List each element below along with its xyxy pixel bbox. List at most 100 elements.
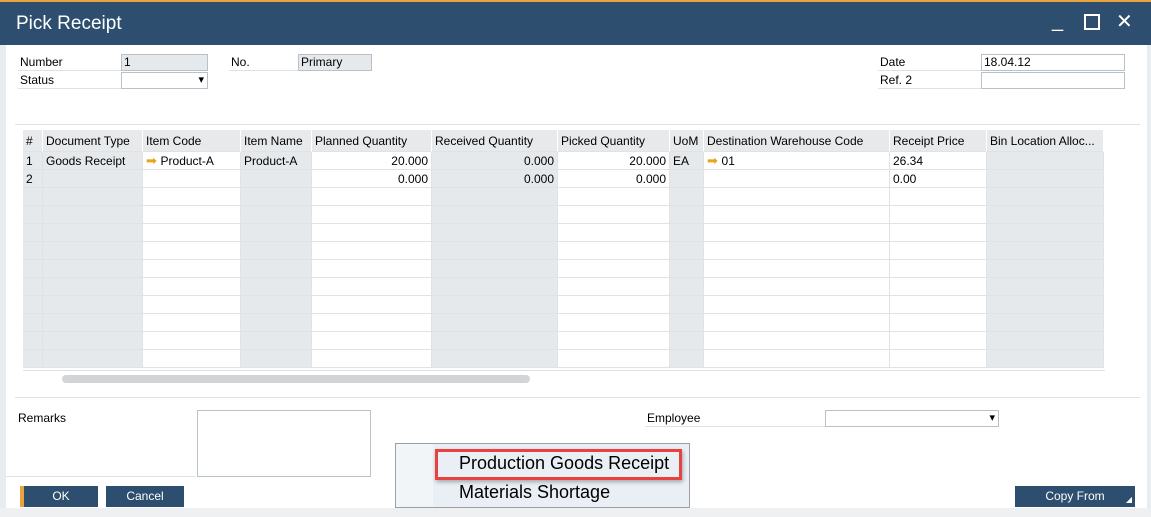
grid-cell[interactable] xyxy=(241,278,312,296)
grid-cell[interactable]: ➡ Product-A xyxy=(143,152,241,170)
grid-cell[interactable] xyxy=(704,188,890,206)
grid-cell[interactable] xyxy=(43,260,143,278)
minimize-icon[interactable]: _ xyxy=(1052,10,1064,32)
column-header[interactable]: Item Name xyxy=(241,130,312,152)
grid-cell[interactable] xyxy=(143,188,241,206)
grid-cell[interactable] xyxy=(43,350,143,368)
grid-cell[interactable] xyxy=(890,224,987,242)
grid-cell[interactable] xyxy=(241,296,312,314)
grid-cell[interactable] xyxy=(704,242,890,260)
menu-item-materials-shortage[interactable]: Materials Shortage xyxy=(459,482,611,502)
grid-cell[interactable] xyxy=(143,332,241,350)
grid-cell[interactable] xyxy=(704,350,890,368)
grid-cell[interactable] xyxy=(43,170,143,188)
grid-cell[interactable] xyxy=(558,242,670,260)
grid-cell[interactable] xyxy=(143,296,241,314)
grid-cell[interactable] xyxy=(670,314,704,332)
grid-cell[interactable] xyxy=(143,242,241,260)
column-header[interactable]: Picked Quantity xyxy=(558,130,670,152)
column-header[interactable]: # xyxy=(23,130,43,152)
grid-cell[interactable] xyxy=(704,206,890,224)
grid-cell[interactable] xyxy=(43,296,143,314)
link-arrow-icon[interactable]: ➡ xyxy=(146,153,161,168)
column-header[interactable]: Bin Location Alloc... xyxy=(987,130,1104,152)
column-header[interactable]: Planned Quantity xyxy=(312,130,432,152)
grid-cell[interactable] xyxy=(23,350,43,368)
grid-cell[interactable] xyxy=(23,242,43,260)
grid-cell[interactable] xyxy=(558,188,670,206)
grid-cell[interactable] xyxy=(890,296,987,314)
grid-cell[interactable] xyxy=(670,296,704,314)
ref2-field[interactable] xyxy=(981,72,1125,89)
grid-cell[interactable] xyxy=(558,206,670,224)
grid-cell[interactable] xyxy=(890,350,987,368)
grid-cell[interactable] xyxy=(23,278,43,296)
grid-cell[interactable] xyxy=(23,188,43,206)
grid-cell[interactable] xyxy=(987,170,1104,188)
grid-cell[interactable] xyxy=(558,350,670,368)
grid-cell[interactable] xyxy=(670,224,704,242)
grid-cell[interactable] xyxy=(890,278,987,296)
grid-cell[interactable] xyxy=(241,188,312,206)
grid-cell[interactable] xyxy=(987,206,1104,224)
employee-dropdown[interactable] xyxy=(825,410,999,427)
grid-cell[interactable] xyxy=(987,152,1104,170)
column-header[interactable]: Receipt Price xyxy=(890,130,987,152)
grid-cell[interactable] xyxy=(23,314,43,332)
grid-cell[interactable] xyxy=(558,296,670,314)
ok-button[interactable]: OK xyxy=(24,486,98,507)
grid-cell[interactable] xyxy=(987,296,1104,314)
grid-cell[interactable] xyxy=(670,278,704,296)
grid-cell[interactable] xyxy=(241,332,312,350)
maximize-icon[interactable] xyxy=(1084,14,1100,30)
grid-cell[interactable]: 26.34 xyxy=(890,152,987,170)
grid-cell[interactable] xyxy=(987,242,1104,260)
grid-cell[interactable] xyxy=(704,278,890,296)
grid-cell[interactable] xyxy=(890,242,987,260)
horizontal-scrollbar[interactable] xyxy=(62,375,530,383)
grid-cell[interactable] xyxy=(312,278,432,296)
grid-cell[interactable]: 1 xyxy=(23,152,43,170)
grid-cell[interactable] xyxy=(890,314,987,332)
grid-cell[interactable] xyxy=(987,188,1104,206)
grid-cell[interactable] xyxy=(670,260,704,278)
grid-cell[interactable] xyxy=(987,350,1104,368)
grid-cell[interactable] xyxy=(432,242,558,260)
grid-cell[interactable] xyxy=(670,206,704,224)
grid-cell[interactable] xyxy=(558,224,670,242)
grid-cell[interactable] xyxy=(704,296,890,314)
grid-cell[interactable]: 0.000 xyxy=(558,170,670,188)
column-header[interactable]: UoM xyxy=(670,130,704,152)
column-header[interactable]: Received Quantity xyxy=(432,130,558,152)
grid-cell[interactable] xyxy=(558,332,670,350)
grid-cell[interactable] xyxy=(143,278,241,296)
grid-cell[interactable]: 0.000 xyxy=(312,170,432,188)
grid-cell[interactable] xyxy=(987,224,1104,242)
grid-cell[interactable] xyxy=(432,278,558,296)
close-icon[interactable]: ✕ xyxy=(1116,11,1133,33)
grid-cell[interactable] xyxy=(890,260,987,278)
grid-cell[interactable]: Product-A xyxy=(241,152,312,170)
grid-cell[interactable] xyxy=(987,278,1104,296)
grid-cell[interactable] xyxy=(23,260,43,278)
grid-cell[interactable] xyxy=(704,314,890,332)
grid-cell[interactable] xyxy=(241,260,312,278)
grid-cell[interactable] xyxy=(704,224,890,242)
grid-cell[interactable] xyxy=(43,332,143,350)
grid-cell[interactable] xyxy=(312,314,432,332)
grid-cell[interactable]: 0.00 xyxy=(890,170,987,188)
grid-cell[interactable] xyxy=(143,350,241,368)
grid-cell[interactable] xyxy=(312,296,432,314)
grid-cell[interactable]: ➡ 01 xyxy=(704,152,890,170)
grid-cell[interactable] xyxy=(143,314,241,332)
grid-cell[interactable] xyxy=(558,278,670,296)
grid-cell[interactable] xyxy=(890,206,987,224)
grid-cell[interactable] xyxy=(890,332,987,350)
grid-cell[interactable] xyxy=(432,188,558,206)
grid-cell[interactable] xyxy=(312,242,432,260)
grid-cell[interactable]: 20.000 xyxy=(312,152,432,170)
grid-cell[interactable] xyxy=(241,206,312,224)
grid-cell[interactable] xyxy=(241,224,312,242)
grid-cell[interactable] xyxy=(43,278,143,296)
grid-cell[interactable] xyxy=(432,350,558,368)
